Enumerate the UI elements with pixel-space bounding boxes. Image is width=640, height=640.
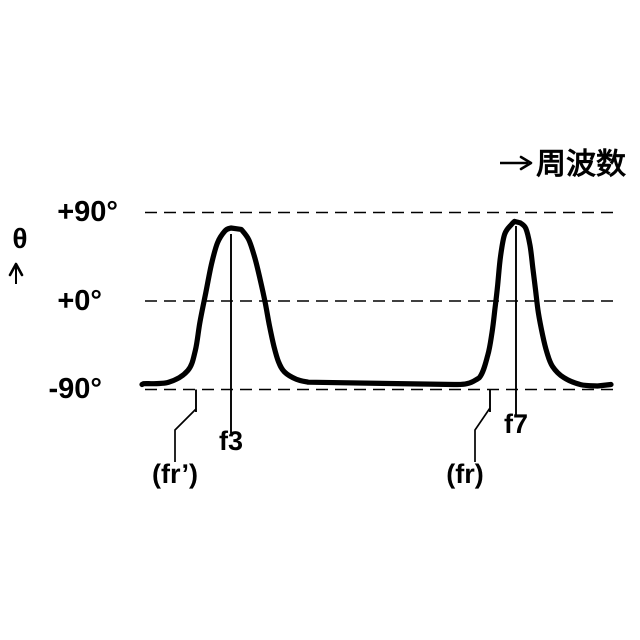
svg-text:f7: f7 — [504, 409, 528, 439]
svg-text:(fr’): (fr’) — [152, 459, 198, 489]
svg-text:-90°: -90° — [48, 373, 102, 405]
svg-text:+0°: +0° — [57, 285, 102, 317]
svg-text:f3: f3 — [219, 426, 243, 456]
svg-text:θ: θ — [12, 223, 27, 254]
svg-text:周波数: 周波数 — [536, 148, 627, 181]
svg-text:(fr): (fr) — [446, 459, 483, 489]
svg-text:+90°: +90° — [57, 196, 118, 228]
